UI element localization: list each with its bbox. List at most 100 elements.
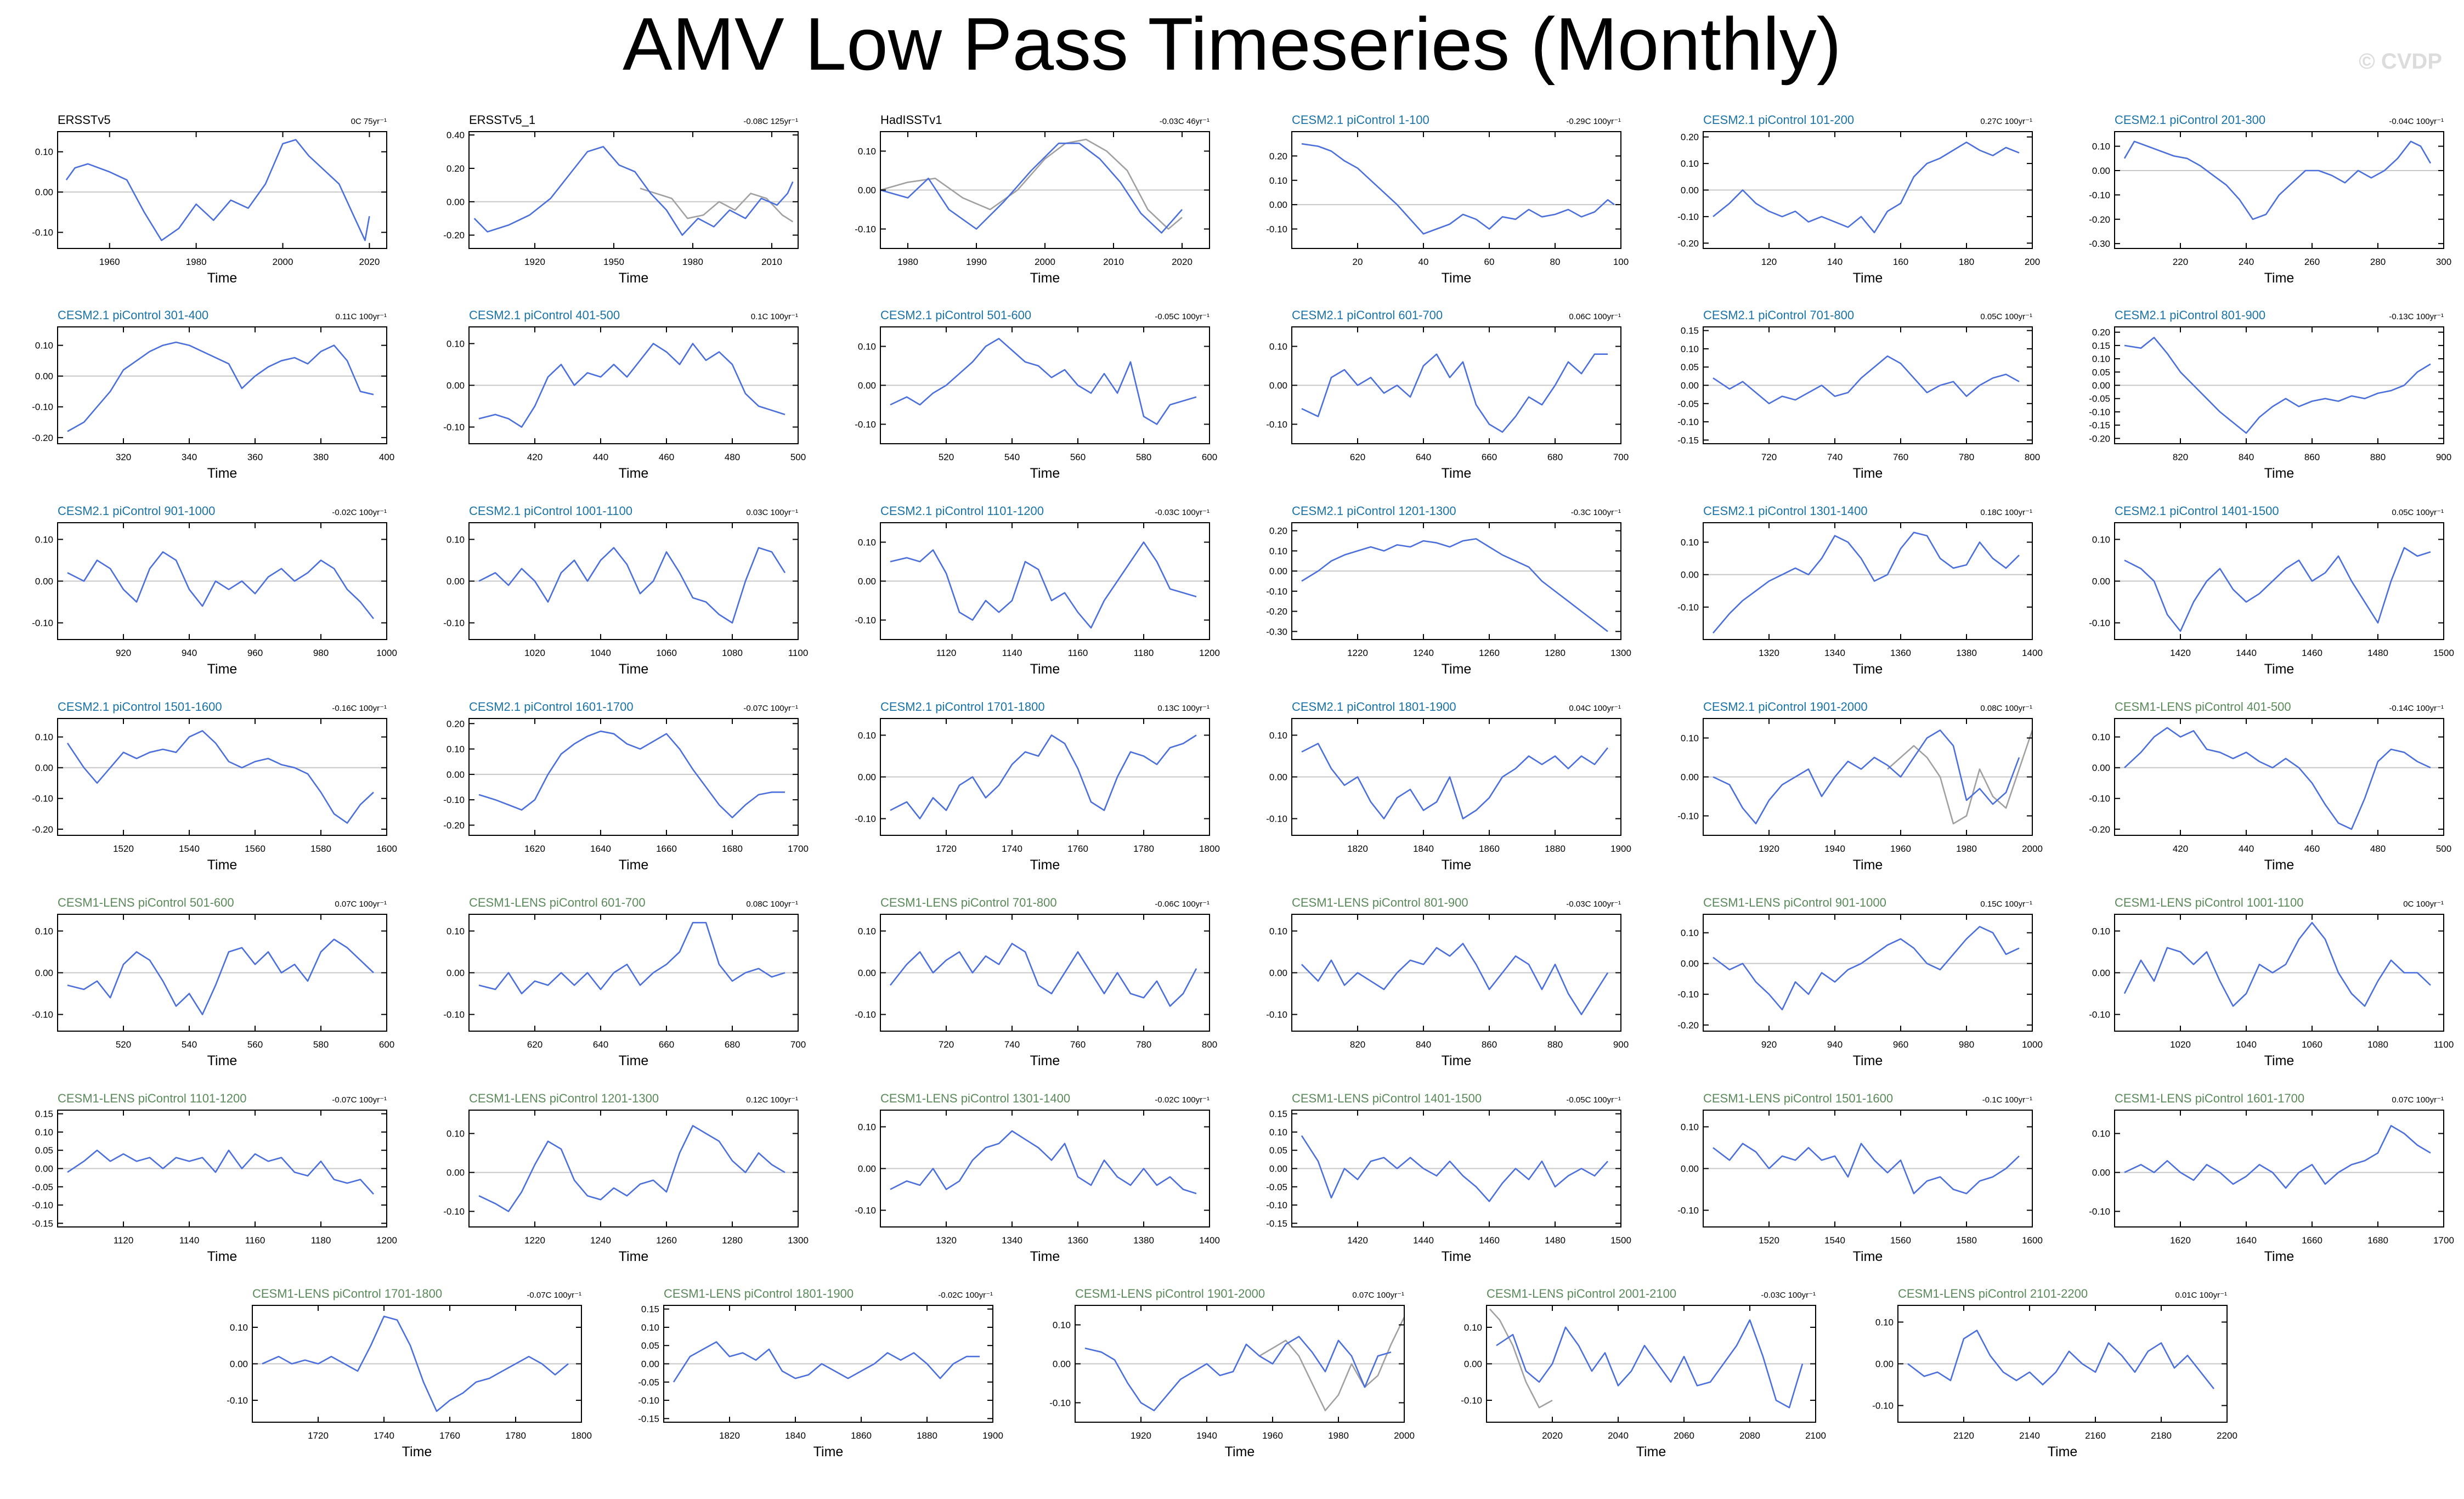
series-line (67, 938, 374, 1015)
series-line (2124, 337, 2431, 434)
chart-panel: CESM2.1 piControl 1801-1900 0.04C 100yr⁻¹… (1266, 700, 1631, 873)
x-tick-label: 1460 (1479, 1235, 1500, 1246)
x-tick-label: 1980 (682, 257, 703, 267)
panel-trend: -0.03C 100yr⁻¹ (1761, 1291, 1816, 1300)
x-tick-label: 1940 (1196, 1430, 1217, 1441)
y-tick-label: 0.00 (858, 381, 876, 391)
x-tick-label: 2020 (1172, 257, 1193, 267)
chart-panel: CESM1-LENS piControl 1101-1200 -0.07C 100… (32, 1091, 397, 1264)
x-tick-label: 1840 (1413, 844, 1434, 854)
y-tick-label: 0.10 (1269, 546, 1287, 556)
panel-trend: -0.03C 100yr⁻¹ (1566, 900, 1621, 909)
x-tick-label: 700 (790, 1039, 806, 1050)
x-tick-label: 320 (116, 452, 131, 462)
x-tick-label: 2180 (2151, 1430, 2172, 1441)
x-tick-label: 20 (1353, 257, 1363, 267)
panel-trend: 0.13C 100yr⁻¹ (1157, 704, 1210, 713)
y-tick-label: -0.10 (638, 1395, 659, 1406)
panel-title: CESM2.1 piControl 601-700 (1292, 308, 1443, 322)
y-tick-label: 0.10 (2092, 354, 2110, 364)
y-tick-label: 0.10 (1269, 926, 1287, 936)
x-tick-label: 440 (2239, 844, 2254, 854)
plot-frame (57, 131, 387, 249)
series-line (1301, 1135, 1608, 1202)
panel-trend: 0.07C 100yr⁻¹ (1352, 1291, 1404, 1300)
x-tick-label: 780 (1959, 452, 1974, 462)
chart-panel: CESM2.1 piControl 1-100 -0.29C 100yr⁻¹ 0.2… (1266, 113, 1629, 286)
y-tick-label: -0.10 (1266, 814, 1287, 824)
y-tick-label: 0.10 (1269, 730, 1287, 740)
y-tick-label: 0.15 (1269, 1109, 1287, 1119)
x-tick-label: 1200 (376, 1235, 397, 1246)
x-tick-label: 1540 (179, 844, 200, 854)
x-tick-label: 1060 (2302, 1039, 2322, 1050)
x-tick-label: 1240 (1413, 648, 1434, 658)
x-tick-label: 1820 (719, 1430, 740, 1441)
x-tick-label: 1960 (1262, 1430, 1283, 1441)
x-tick-label: 2040 (1608, 1430, 1629, 1441)
y-tick-label: -0.15 (2089, 420, 2110, 431)
y-tick-label: 0.05 (1681, 362, 1699, 372)
x-tick-label: 1340 (1824, 648, 1845, 658)
x-tick-label: 720 (939, 1039, 954, 1050)
chart-panel: CESM2.1 piControl 1301-1400 0.18C 100yr⁻¹… (1677, 504, 2043, 677)
panel-trend: 0.08C 100yr⁻¹ (1980, 704, 2032, 713)
panel-title: CESM1-LENS piControl 1601-1700 (2115, 1091, 2304, 1105)
y-tick-label: -0.05 (2089, 394, 2110, 404)
series-line (890, 337, 1197, 425)
panel-title: CESM1-LENS piControl 1501-1600 (1703, 1091, 1893, 1105)
x-tick-label: 680 (1547, 452, 1563, 462)
x-tick-label: 1160 (245, 1235, 265, 1246)
x-tick-label: 940 (182, 648, 197, 658)
x-tick-label: 1480 (2367, 648, 2388, 658)
y-tick-label: 0.20 (2092, 327, 2110, 338)
observed-series-line (640, 188, 794, 223)
y-tick-label: -0.10 (1677, 602, 1699, 613)
y-tick-label: 0.00 (858, 968, 876, 978)
panel-trend: 0.04C 100yr⁻¹ (1569, 704, 1621, 713)
x-tick-label: 480 (2370, 844, 2386, 854)
x-tick-label: 1720 (308, 1430, 329, 1441)
panel-trend: 0.11C 100yr⁻¹ (335, 312, 387, 321)
x-axis-label: Time (1853, 270, 1883, 286)
x-tick-label: 1990 (966, 257, 987, 267)
series-line (2123, 140, 2432, 220)
x-tick-label: 360 (247, 452, 263, 462)
panel-title: ERSSTv5 (58, 113, 111, 127)
y-tick-label: 0.00 (1269, 968, 1287, 978)
y-tick-label: -0.20 (2089, 214, 2110, 225)
observed-series-line (1259, 1316, 1405, 1411)
x-tick-label: 960 (247, 648, 263, 658)
panel-title: CESM2.1 piControl 1501-1600 (58, 700, 222, 714)
panel-title: CESM1-LENS piControl 1201-1300 (469, 1091, 659, 1105)
chart-panel: CESM1-LENS piControl 501-600 0.07C 100yr⁻… (32, 896, 394, 1068)
plot-frame (2114, 718, 2444, 836)
y-tick-label: -0.20 (32, 824, 53, 835)
y-tick-label: -0.10 (1677, 811, 1699, 822)
x-axis-label: Time (207, 1249, 238, 1264)
x-tick-label: 1420 (2170, 648, 2191, 658)
panel-trend: -0.14C 100yr⁻¹ (2389, 704, 2444, 713)
plot-frame (2114, 131, 2444, 249)
x-tick-label: 960 (1893, 1039, 1908, 1050)
y-tick-label: -0.10 (1266, 224, 1287, 235)
y-tick-label: -0.10 (32, 1010, 53, 1020)
x-tick-label: 520 (116, 1039, 131, 1050)
series-line (1301, 943, 1609, 1015)
x-tick-label: 1120 (114, 1235, 134, 1246)
x-axis-label: Time (1442, 661, 1472, 677)
plot-frame (468, 1110, 799, 1228)
chart-panel: CESM2.1 piControl 1501-1600 -0.16C 100yr⁻… (32, 700, 397, 873)
series-line (890, 541, 1197, 629)
y-tick-label: 0.00 (858, 576, 876, 587)
chart-panel: CESM2.1 piControl 201-300 -0.04C 100yr⁻¹ 0… (2089, 113, 2451, 286)
x-tick-label: 660 (1482, 452, 1497, 462)
y-tick-label: 0.10 (1269, 342, 1287, 352)
y-tick-label: -0.20 (443, 230, 465, 241)
panel-title: CESM2.1 piControl 801-900 (2115, 308, 2265, 322)
y-tick-label: -0.10 (2089, 407, 2110, 417)
panel-title: CESM2.1 piControl 1301-1400 (1703, 504, 1868, 518)
y-tick-label: -0.20 (1677, 1020, 1699, 1031)
y-tick-label: 0.10 (1269, 176, 1287, 186)
x-tick-label: 780 (1136, 1039, 1151, 1050)
